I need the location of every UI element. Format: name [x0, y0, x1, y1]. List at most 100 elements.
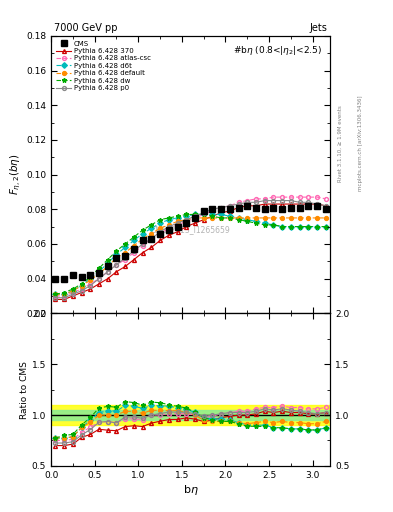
CMS	[88, 272, 93, 278]
Pythia 6.428 p0	[297, 199, 302, 205]
Pythia 6.428 atlas-csc	[219, 204, 224, 210]
Pythia 6.428 atlas-csc	[193, 215, 197, 221]
Pythia 6.428 default	[140, 236, 145, 242]
Pythia 6.428 p0	[288, 198, 293, 204]
Pythia 6.428 default	[70, 288, 75, 294]
Pythia 6.428 370	[70, 293, 75, 299]
Pythia 6.428 p0	[123, 255, 128, 261]
Line: Pythia 6.428 default: Pythia 6.428 default	[53, 216, 328, 296]
Pythia 6.428 default	[105, 263, 110, 269]
Pythia 6.428 atlas-csc	[280, 194, 285, 200]
Pythia 6.428 atlas-csc	[201, 211, 206, 218]
Pythia 6.428 p0	[280, 198, 285, 204]
Pythia 6.428 atlas-csc	[253, 196, 258, 202]
Pythia 6.428 d6t	[158, 220, 162, 226]
Pythia 6.428 370	[297, 201, 302, 207]
Pythia 6.428 p0	[210, 206, 215, 212]
Pythia 6.428 atlas-csc	[88, 281, 93, 287]
CMS	[193, 215, 197, 221]
Pythia 6.428 dw	[62, 289, 66, 295]
Pythia 6.428 default	[184, 217, 189, 223]
Pythia 6.428 370	[228, 208, 232, 214]
Pythia 6.428 d6t	[114, 251, 119, 258]
Pythia 6.428 default	[114, 255, 119, 261]
Pythia 6.428 d6t	[315, 224, 320, 230]
Pythia 6.428 370	[253, 203, 258, 209]
Pythia 6.428 dw	[184, 211, 189, 218]
Pythia 6.428 dw	[219, 215, 224, 221]
Pythia 6.428 d6t	[236, 215, 241, 221]
Pythia 6.428 d6t	[167, 217, 171, 223]
Pythia 6.428 370	[193, 220, 197, 226]
Pythia 6.428 default	[253, 215, 258, 221]
CMS	[253, 204, 258, 210]
Line: Pythia 6.428 atlas-csc: Pythia 6.428 atlas-csc	[53, 195, 328, 298]
Pythia 6.428 370	[184, 224, 189, 230]
Pythia 6.428 atlas-csc	[70, 289, 75, 295]
Pythia 6.428 370	[53, 296, 58, 303]
CMS	[184, 220, 189, 226]
Text: 7000 GeV pp: 7000 GeV pp	[54, 23, 118, 33]
Pythia 6.428 p0	[219, 204, 224, 210]
CMS	[201, 208, 206, 214]
Pythia 6.428 default	[263, 215, 267, 221]
Pythia 6.428 p0	[236, 201, 241, 207]
CMS	[236, 204, 241, 210]
Pythia 6.428 dw	[263, 222, 267, 228]
CMS	[306, 203, 311, 209]
CMS	[228, 206, 232, 212]
Pythia 6.428 atlas-csc	[323, 196, 328, 202]
Pythia 6.428 dw	[315, 224, 320, 230]
Pythia 6.428 d6t	[280, 224, 285, 230]
Pythia 6.428 370	[79, 289, 84, 295]
Pythia 6.428 atlas-csc	[288, 194, 293, 200]
Pythia 6.428 d6t	[201, 211, 206, 218]
Pythia 6.428 d6t	[219, 211, 224, 218]
Pythia 6.428 atlas-csc	[62, 293, 66, 299]
Pythia 6.428 default	[271, 215, 276, 221]
Pythia 6.428 default	[123, 249, 128, 255]
Pythia 6.428 d6t	[175, 215, 180, 221]
CMS	[315, 203, 320, 209]
Pythia 6.428 dw	[288, 224, 293, 230]
Pythia 6.428 370	[97, 281, 101, 287]
CMS	[263, 206, 267, 212]
Pythia 6.428 dw	[323, 224, 328, 230]
Pythia 6.428 p0	[193, 213, 197, 219]
Pythia 6.428 atlas-csc	[97, 275, 101, 282]
Pythia 6.428 default	[149, 230, 154, 237]
CMS	[132, 246, 136, 252]
Pythia 6.428 370	[280, 201, 285, 207]
Pythia 6.428 dw	[123, 241, 128, 247]
Pythia 6.428 atlas-csc	[132, 249, 136, 255]
CMS	[53, 275, 58, 282]
Pythia 6.428 p0	[105, 269, 110, 275]
Pythia 6.428 atlas-csc	[315, 194, 320, 200]
Pythia 6.428 atlas-csc	[175, 222, 180, 228]
Pythia 6.428 default	[236, 215, 241, 221]
Pythia 6.428 default	[193, 215, 197, 221]
Pythia 6.428 d6t	[88, 275, 93, 282]
Pythia 6.428 dw	[280, 224, 285, 230]
Pythia 6.428 370	[288, 201, 293, 207]
Pythia 6.428 370	[306, 201, 311, 207]
Pythia 6.428 d6t	[245, 217, 250, 223]
Pythia 6.428 p0	[79, 288, 84, 294]
Pythia 6.428 d6t	[288, 224, 293, 230]
Pythia 6.428 dw	[114, 248, 119, 254]
Pythia 6.428 dw	[140, 227, 145, 233]
CMS	[271, 204, 276, 210]
CMS	[97, 270, 101, 276]
Pythia 6.428 p0	[323, 203, 328, 209]
Pythia 6.428 default	[132, 243, 136, 249]
Y-axis label: Ratio to CMS: Ratio to CMS	[20, 360, 29, 418]
CMS	[158, 230, 162, 237]
Line: CMS: CMS	[53, 203, 329, 281]
Pythia 6.428 370	[271, 201, 276, 207]
Pythia 6.428 370	[263, 201, 267, 207]
Pythia 6.428 370	[167, 232, 171, 239]
Pythia 6.428 dw	[236, 217, 241, 223]
Pythia 6.428 d6t	[297, 224, 302, 230]
Pythia 6.428 atlas-csc	[245, 198, 250, 204]
Pythia 6.428 atlas-csc	[53, 293, 58, 299]
